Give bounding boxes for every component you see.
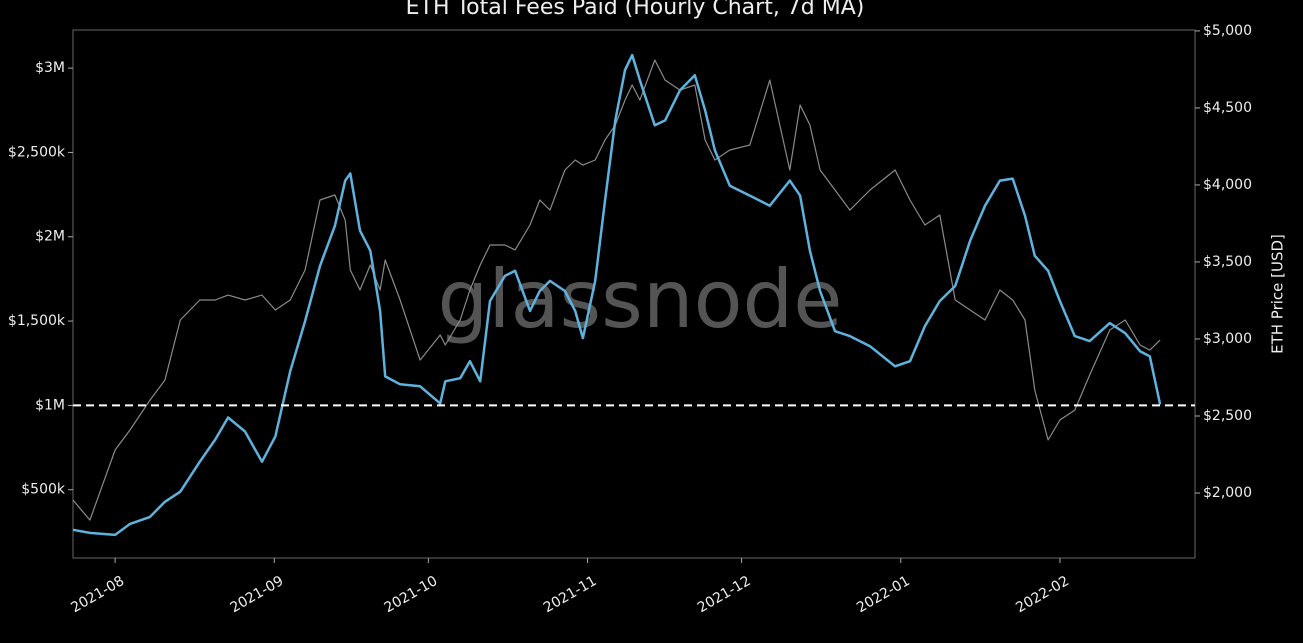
x-tick-label: 2021-09: [228, 573, 287, 616]
plot-frame: [72, 29, 1196, 559]
x-tick-label: 2022-02: [1013, 573, 1072, 616]
x-tick-label: 2021-11: [541, 573, 600, 616]
y-tick-label: $2M: [35, 229, 65, 245]
y2-tick-label: $3,500: [1203, 254, 1252, 270]
x-tick-label: 2021-10: [382, 573, 441, 616]
x-tick-label: 2021-12: [695, 573, 754, 616]
chart-title: ETH Total Fees Paid (Hourly Chart, 7d MA…: [406, 0, 865, 20]
y2-tick-label: $4,000: [1203, 177, 1252, 193]
y-tick-label: $500k: [21, 482, 66, 498]
series-line: [72, 53, 1162, 537]
y-tick-label: $1,500k: [8, 313, 66, 329]
x-tick-label: 2021-08: [68, 573, 127, 616]
y-tick-label: $2,500k: [8, 144, 66, 160]
y2-tick-label: $2,500: [1203, 408, 1252, 424]
y2-tick-label: $5,000: [1203, 23, 1252, 39]
watermark: glassnode: [437, 253, 842, 346]
y2-axis-label: ETH Price [USD]: [1269, 234, 1287, 354]
x-tick-label: 2022-01: [854, 573, 913, 616]
series-line: [72, 59, 1161, 521]
y-tick-label: $3M: [35, 60, 65, 76]
y2-tick-label: $2,000: [1203, 485, 1252, 501]
y2-tick-label: $4,500: [1203, 100, 1252, 116]
y-tick-label: $1M: [35, 397, 65, 413]
y2-tick-label: $3,000: [1203, 331, 1252, 347]
